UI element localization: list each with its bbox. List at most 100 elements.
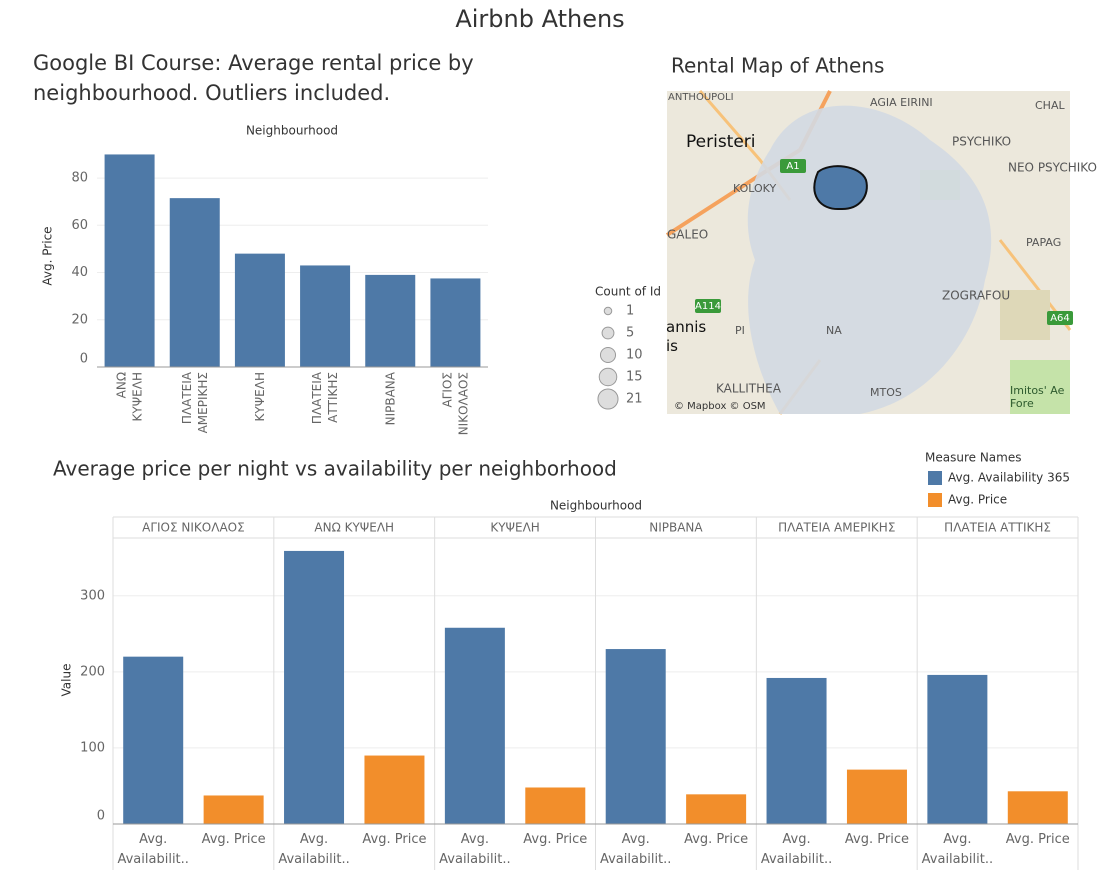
x-tick-label: Avg. Price [201,832,266,847]
y-tick-label: 40 [71,265,88,280]
dashboard-title: Airbnb Athens [455,5,624,33]
x-tick-label-box: Avg. Availabilit.. [439,832,511,867]
road-label: A64 [1050,313,1070,324]
x-tick-label-box: Avg. Availabilit.. [921,832,994,867]
map-label: AGIA EIRINI [870,96,933,109]
road-shield [695,299,721,313]
map-label: NEO PSYCHIKO [1008,161,1097,175]
x-tick-label-box: Avg. Availabilit.. [600,832,671,867]
map-label: Peristeri [686,132,756,152]
size-legend-label: 15 [626,370,643,385]
x-tick-label: Avg. Price [1005,832,1070,847]
x-tick-label: ΑΝΩ ΚΥΨΕΛΗ [114,372,145,422]
bar [1007,791,1068,824]
chart-title: Google BI Course: Average rental price b… [33,51,474,105]
bar [169,198,220,367]
road-label: A114 [695,301,721,312]
y-tick-label: 200 [80,664,105,679]
size-legend-circle [603,306,613,316]
chart-title-box: Google BI Course: Average rental price b… [33,51,474,105]
x-tick-label: ΚΥΨΕΛΗ [252,372,267,422]
map-label-box: annis is [666,318,707,355]
x-tick-label: Avg. Price [844,832,909,847]
park [1000,290,1050,340]
legend-swatch [928,493,942,507]
x-tick-label-box: Avg. Price [362,832,427,847]
x-tick-label-box: Avg. Availabilit.. [760,832,833,867]
x-tick-label: Avg. Availabilit.. [278,832,350,867]
road-label: A1 [786,161,799,172]
panel-header: ΑΓΙΟΣ ΝΙΚΟΛΑΟΣ [142,521,245,535]
x-tick-label: ΠΛΑΤΕΙΑ ΑΜΕΡΙΚΗΣ [179,372,210,434]
y-tick-label: 20 [71,312,88,327]
x-tick-label: ΠΛΑΤΕΙΑ ΑΤΤΙΚΗΣ [310,372,341,425]
x-tick-label-box: Avg. Availabilit.. [117,832,188,867]
x-tick-label-box: Avg. Price [523,832,588,847]
chart-title: Average price per night vs availability … [53,457,617,481]
map-label: ΡΙ [735,324,745,337]
x-tick-label-box: ΠΛΑΤΕΙΑ ΑΜΕΡΙΚΗΣ [179,372,210,434]
x-tick-label-box: Avg. Price [1005,832,1070,847]
bar [686,794,747,824]
panel-header: ΝΙΡΒΑΝΑ [649,521,703,535]
map-label: Imitos' Ae Fore [1010,384,1065,410]
bar [927,674,988,824]
x-tick-label-box: Avg. Price [684,832,749,847]
y-tick-label: 100 [80,740,105,755]
map-title: Rental Map of Athens [671,54,884,78]
legend-label: Avg. Availability 365 [948,471,1070,485]
bar [203,795,264,824]
size-legend-circle [597,388,619,410]
x-tick-label-box: Avg. Price [844,832,909,847]
map-label: ZOGRAFOU [942,289,1010,303]
x-tick-label: ΝΙΡΒΑΝΑ [383,372,398,426]
legend-label: Avg. Price [948,493,1007,507]
bar [300,265,351,367]
bar [525,787,586,824]
size-legend-label: 21 [626,392,643,407]
park [1010,360,1070,414]
y-axis-title: Avg. Price [41,226,55,285]
map-label: ANTHOUPOLI [668,92,734,103]
map-label-box: Imitos' Ae Fore [1010,384,1065,410]
bar [284,550,345,824]
map-label: KALLITHEA [716,382,782,396]
panel-header: ΠΛΑΤΕΙΑ ΑΜΕΡΙΚΗΣ [778,521,895,535]
map-label: KOLOKY [733,182,776,195]
bar [364,755,425,824]
map [665,90,1072,415]
map-label: PAPAG [1026,236,1061,249]
x-tick-label: Avg. Availabilit.. [760,832,833,867]
bar [846,769,907,824]
x-tick-label: Avg. Availabilit.. [921,832,994,867]
map-label: CHAL [1035,99,1065,112]
x-tick-label: Avg. Price [523,832,588,847]
size-legend-title: Count of Id [595,285,661,299]
x-axis-title: Neighbourhood [550,499,642,513]
size-legend-circle [599,346,617,364]
bar [123,656,184,824]
y-tick-label: 80 [71,171,88,186]
rental-points [747,105,992,415]
bar [234,253,285,367]
x-tick-label-box: ΝΙΡΒΑΝΑ [383,372,398,426]
map-label: annis is [666,318,707,355]
map-label: MTOS [870,386,902,399]
x-tick-label: Avg. Availabilit.. [439,832,511,867]
x-tick-label: Avg. Price [362,832,427,847]
bar [430,278,481,367]
y-tick-label: 0 [97,809,105,824]
legend-title: Measure Names [925,451,1021,465]
panel-header: ΚΥΨΕΛΗ [490,521,539,535]
x-tick-label-box: ΑΝΩ ΚΥΨΕΛΗ [114,372,145,422]
bar [104,154,155,367]
size-legend-label: 1 [626,304,634,319]
x-tick-label: Avg. Price [684,832,749,847]
rental-cluster [813,165,868,211]
size-legend-label: 10 [626,348,643,363]
bar [365,274,416,367]
x-tick-label: ΑΓΙΟΣ ΝΙΚΟΛΑΟΣ [440,372,471,436]
legend-swatch [928,471,942,485]
y-tick-label: 0 [80,352,88,367]
x-tick-label-box: ΠΛΑΤΕΙΑ ΑΤΤΙΚΗΣ [310,372,341,425]
